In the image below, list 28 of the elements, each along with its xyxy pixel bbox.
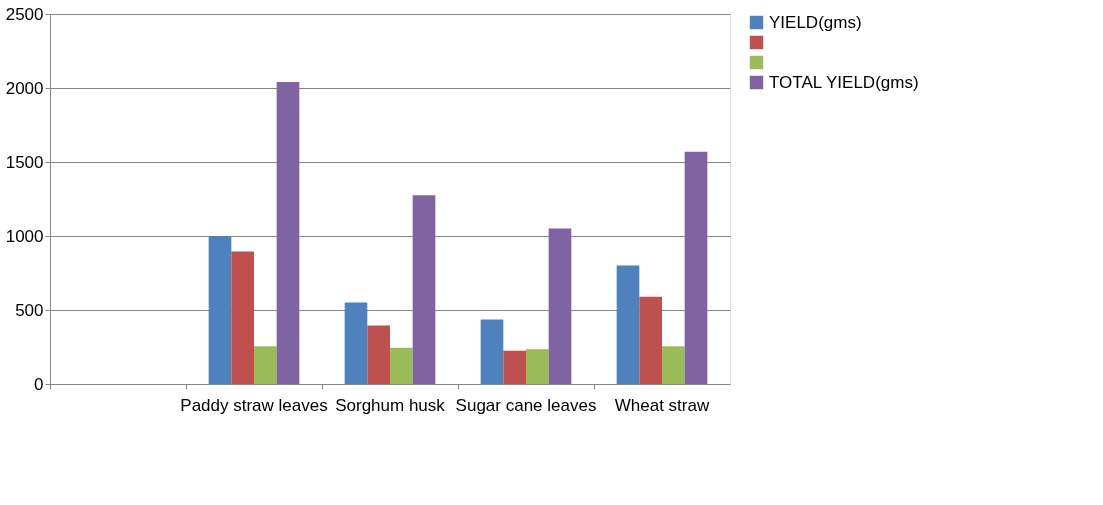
x-tick-label: Sorghum husk	[335, 395, 446, 415]
bar	[548, 228, 572, 384]
y-tick-label: 1000	[5, 226, 44, 246]
bar	[684, 151, 708, 384]
bar	[390, 347, 413, 384]
y-tick-label: 2500	[5, 4, 44, 24]
bar	[662, 346, 685, 384]
y-tick-label: 2000	[5, 78, 44, 98]
x-tick-label: Sugar cane leaves	[455, 395, 597, 415]
legend-label: YIELD(gms)	[769, 12, 862, 32]
y-tick-label: 1500	[5, 152, 44, 172]
y-tick-label: 500	[15, 300, 44, 320]
legend-label: TOTAL YIELD(gms)	[769, 72, 919, 92]
bar	[616, 265, 640, 384]
bar	[208, 236, 232, 384]
x-tick-label: Wheat straw	[614, 395, 710, 415]
bar	[367, 325, 390, 384]
y-tick-label: 0	[34, 374, 44, 394]
bar	[231, 251, 254, 384]
bar	[412, 195, 436, 384]
bar	[526, 349, 549, 384]
bar	[503, 350, 526, 384]
bar	[639, 296, 662, 384]
x-tick-label: Paddy straw leaves	[180, 395, 328, 415]
bar	[276, 82, 300, 384]
bar	[344, 302, 368, 384]
bar	[254, 346, 277, 384]
bar	[480, 319, 504, 384]
